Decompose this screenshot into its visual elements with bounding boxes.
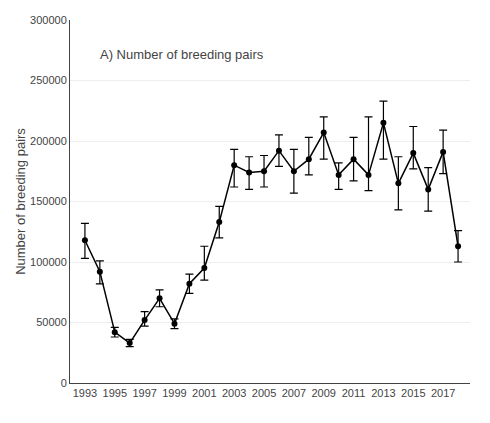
svg-text:2001: 2001 (192, 387, 216, 399)
svg-text:50000: 50000 (36, 316, 67, 328)
svg-text:2015: 2015 (401, 387, 425, 399)
svg-text:2009: 2009 (311, 387, 335, 399)
svg-text:2011: 2011 (342, 387, 366, 399)
svg-text:2007: 2007 (282, 387, 306, 399)
svg-text:2017: 2017 (431, 387, 455, 399)
svg-text:2003: 2003 (222, 387, 246, 399)
svg-text:250000: 250000 (30, 74, 67, 86)
svg-text:100000: 100000 (30, 256, 67, 268)
svg-text:300000: 300000 (30, 14, 67, 26)
svg-text:2005: 2005 (252, 387, 276, 399)
svg-text:150000: 150000 (30, 195, 67, 207)
svg-text:1993: 1993 (73, 387, 97, 399)
svg-text:1999: 1999 (162, 387, 186, 399)
svg-text:1997: 1997 (132, 387, 156, 399)
svg-text:1995: 1995 (103, 387, 127, 399)
svg-text:Number of breeding pairs: Number of breeding pairs (13, 128, 28, 275)
svg-text:2013: 2013 (371, 387, 395, 399)
svg-text:0: 0 (61, 377, 67, 389)
svg-text:A) Number of breeding pairs: A) Number of breeding pairs (100, 47, 264, 62)
svg-text:200000: 200000 (30, 135, 67, 147)
